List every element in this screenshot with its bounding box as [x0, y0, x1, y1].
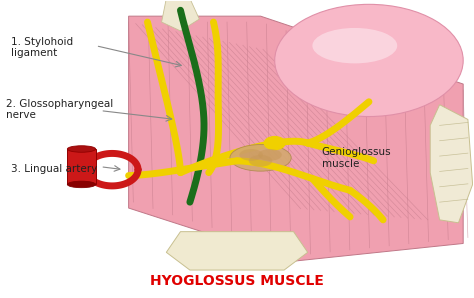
Ellipse shape: [67, 181, 96, 188]
Ellipse shape: [312, 28, 397, 63]
Bar: [67, 149, 96, 184]
Polygon shape: [162, 0, 199, 31]
Ellipse shape: [249, 155, 273, 167]
Text: HYOGLOSSUS MUSCLE: HYOGLOSSUS MUSCLE: [150, 274, 324, 288]
Polygon shape: [128, 16, 463, 261]
Text: 1. Stylohoid
ligament: 1. Stylohoid ligament: [11, 37, 73, 58]
Text: 3. Lingual artery: 3. Lingual artery: [11, 164, 97, 174]
Text: Genioglossus
muscle: Genioglossus muscle: [322, 147, 392, 169]
Text: 2. Glossopharyngeal
nerve: 2. Glossopharyngeal nerve: [6, 99, 113, 120]
Ellipse shape: [275, 4, 463, 117]
Polygon shape: [166, 232, 308, 270]
Ellipse shape: [258, 149, 282, 161]
Ellipse shape: [230, 145, 291, 171]
Ellipse shape: [67, 146, 96, 152]
Ellipse shape: [239, 149, 263, 161]
Circle shape: [264, 136, 285, 150]
Polygon shape: [430, 105, 473, 223]
